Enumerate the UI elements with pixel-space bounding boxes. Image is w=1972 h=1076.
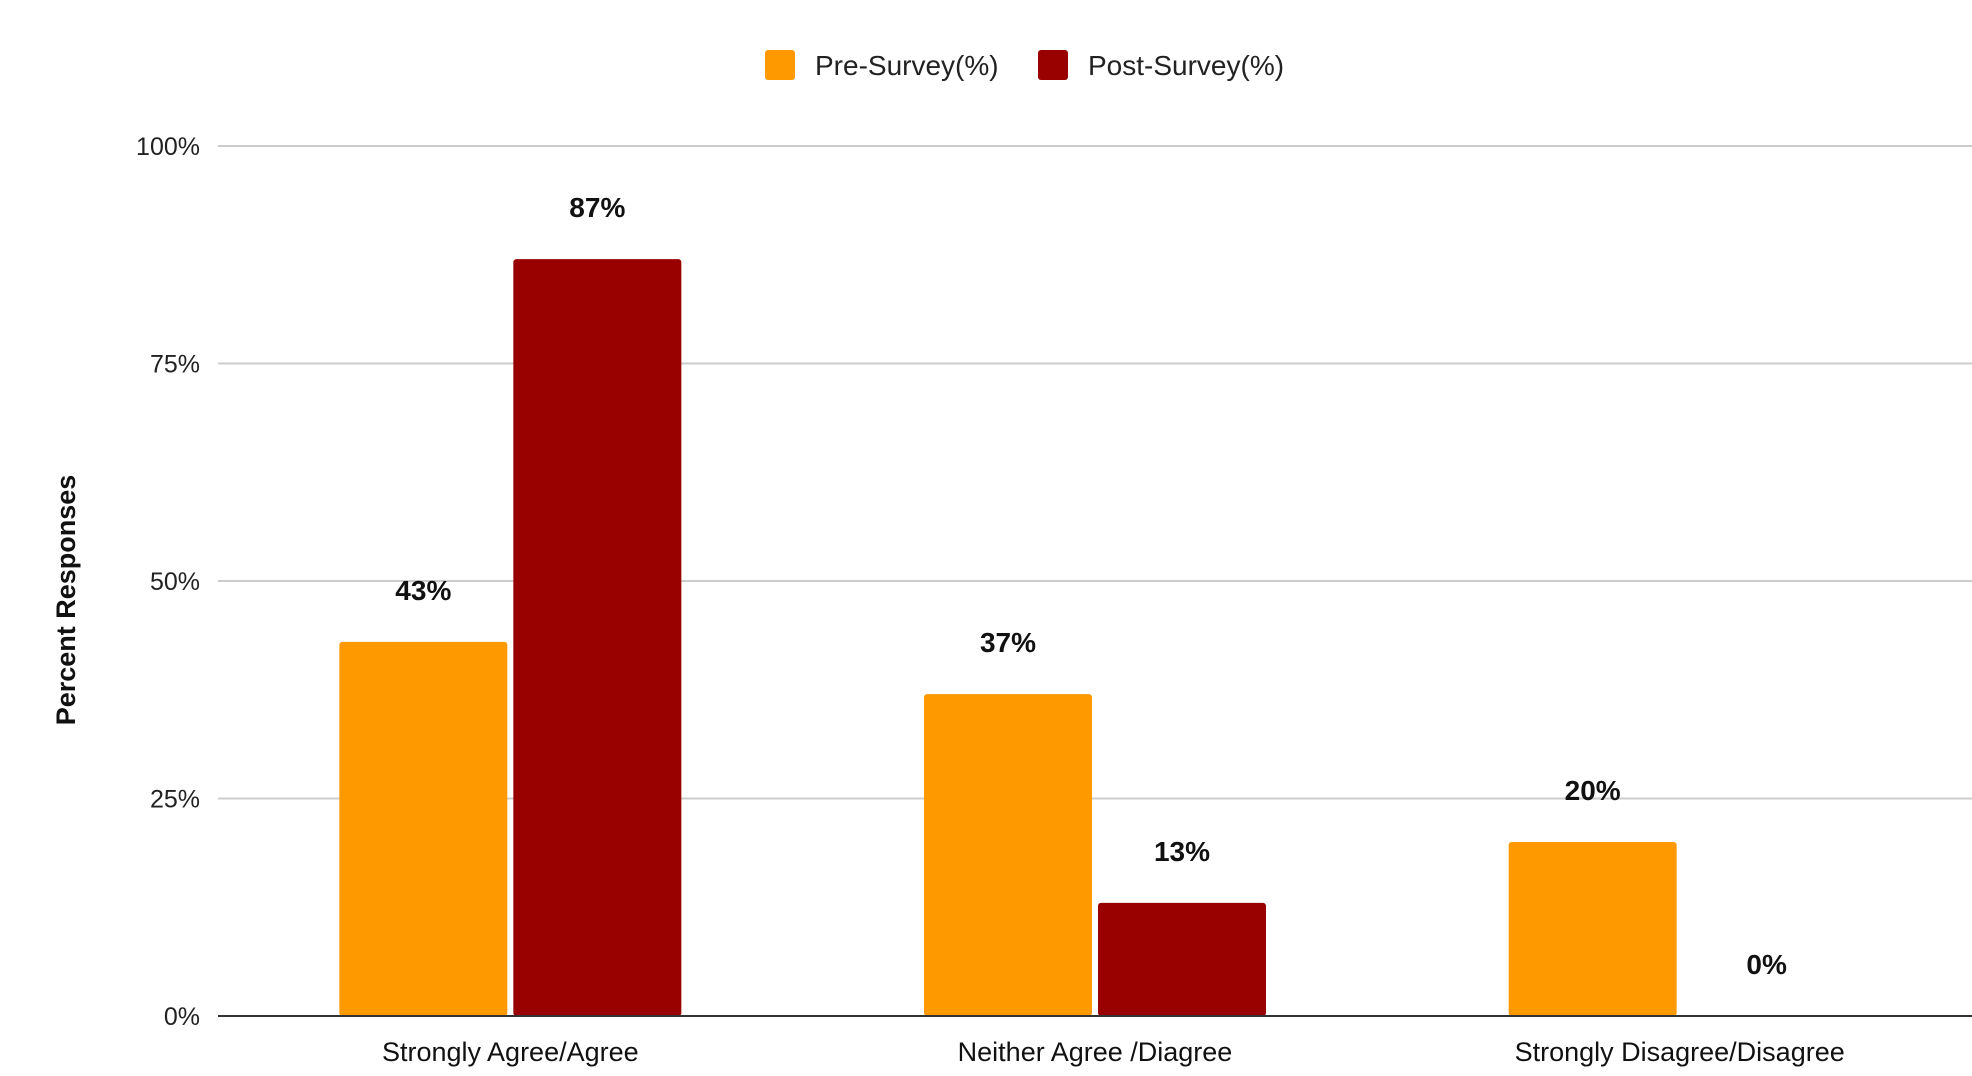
bar-pre-0 [339,641,508,1016]
y-tick-label: 25% [150,786,200,814]
bar-pre-2 [1508,842,1677,1016]
data-label: 37% [980,627,1036,658]
y-tick-label: 100% [136,133,200,161]
gridlines [218,145,1972,800]
data-label: 0% [1746,949,1787,980]
legend-swatch [1038,50,1068,80]
legend-label: Pre-Survey(%) [815,50,999,81]
x-category-label: Strongly Agree/Agree [382,1037,639,1067]
bar-pre-1 [924,694,1092,1016]
y-axis-title: Percent Responses [51,475,81,726]
axes: 0% 25% 50% 75% 100% Strongly Agree/Agree Neith… [136,133,1972,1067]
data-label: 13% [1154,836,1210,867]
legend: Pre-Survey(%) Post-Survey(%) [765,50,1284,81]
bars [339,259,1677,1017]
y-tick-label: 50% [150,568,200,596]
data-label: 87% [569,192,625,223]
y-tick-label: 75% [150,351,200,379]
legend-swatch [765,50,795,80]
legend-label: Post-Survey(%) [1088,50,1284,81]
data-labels: 43% 87% 37% 13% 20% 0% [395,192,1787,980]
x-category-label: Strongly Disagree/Disagree [1515,1037,1845,1067]
data-label: 20% [1565,775,1621,806]
data-label: 43% [395,575,451,606]
x-category-label: Neither Agree /Diagree [958,1037,1233,1067]
bar-post-0 [513,259,682,1017]
y-tick-label: 0% [164,1003,200,1031]
bar-post-1 [1098,902,1266,1016]
